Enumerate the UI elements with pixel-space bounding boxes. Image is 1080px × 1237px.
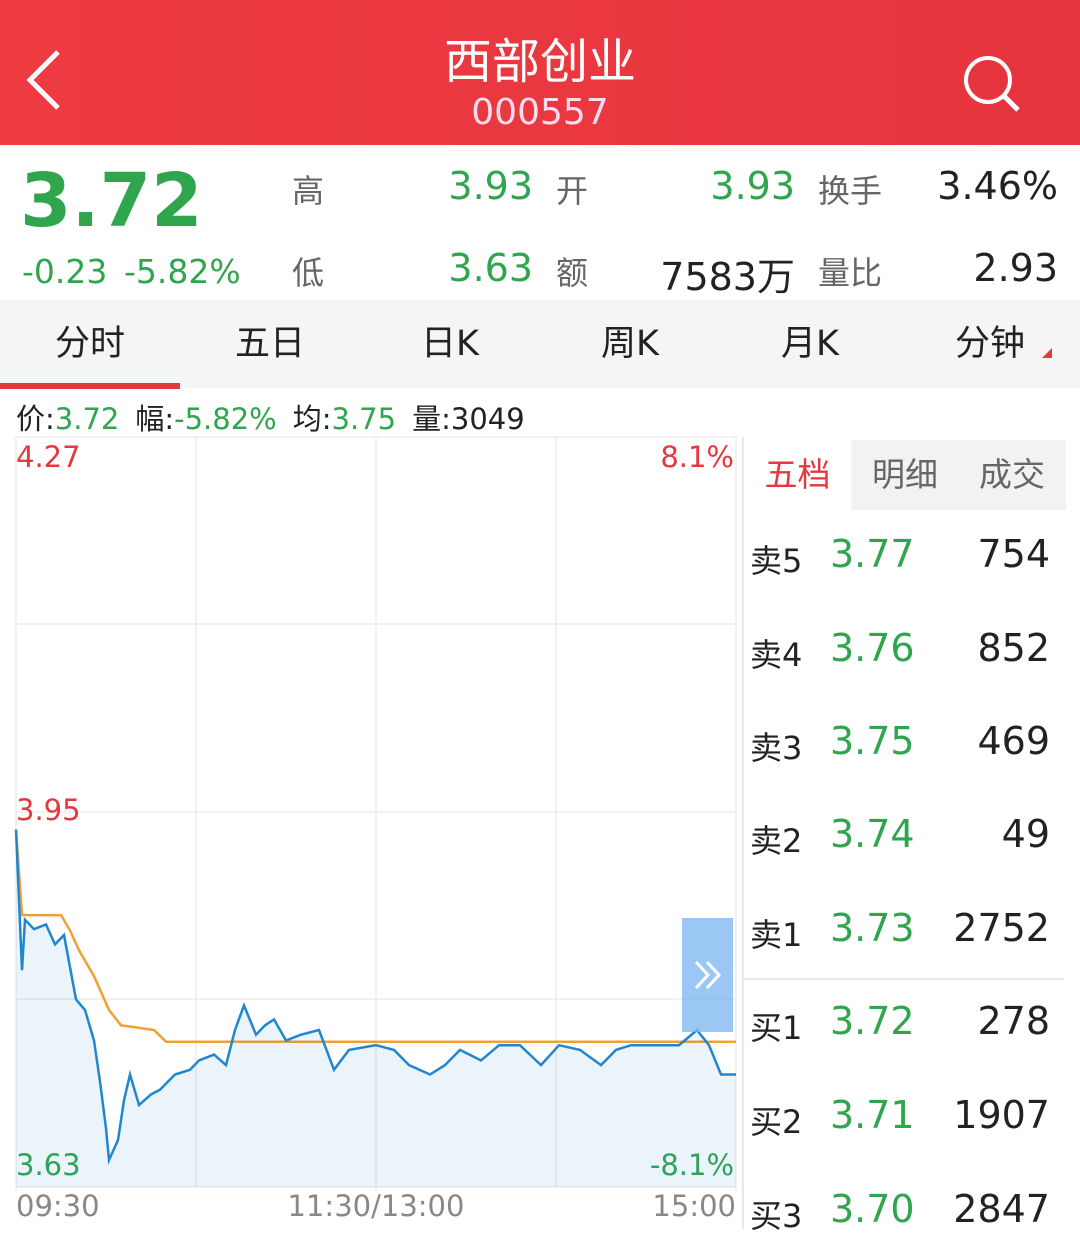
info-bar: 价:3.72 幅:-5.82% 均:3.75 量:3049 [16, 396, 541, 438]
tab[interactable]: 周K [601, 324, 659, 364]
order-price: 3.76 [830, 626, 915, 670]
stat-label: 开 [556, 172, 589, 210]
order-price: 3.73 [830, 906, 915, 950]
info-value: 3.72 [54, 402, 120, 436]
tab-indicator [0, 383, 180, 389]
y2-tick-label: -8.1% [650, 1148, 734, 1182]
info-label: 量: [412, 402, 451, 436]
stat-label: 额 [556, 254, 589, 292]
order-book [742, 437, 1066, 1229]
back-button[interactable] [22, 48, 66, 112]
order-label: 卖4 [750, 636, 803, 674]
order-volume: 278 [977, 999, 1050, 1043]
order-volume: 1907 [953, 1093, 1050, 1137]
order-price: 3.74 [830, 812, 915, 856]
stock-code: 000557 [471, 92, 609, 133]
order-book-tab[interactable]: 明细 [851, 440, 959, 510]
info-value: -5.82% [174, 402, 277, 436]
info-value: 3.75 [331, 402, 397, 436]
tab-bar [0, 300, 1080, 388]
order-label: 买3 [750, 1197, 803, 1235]
last-price: 3.72 [20, 158, 203, 244]
order-label: 买1 [750, 1009, 803, 1047]
info-label: 价: [16, 402, 55, 436]
tab[interactable]: 分钟 [954, 324, 1025, 364]
order-price: 3.77 [830, 532, 915, 576]
tab[interactable]: 五日 [234, 324, 305, 364]
x-tick-label: 09:30 [16, 1189, 100, 1223]
order-volume: 852 [977, 626, 1050, 670]
order-price: 3.75 [830, 719, 915, 763]
order-label: 卖1 [750, 916, 803, 954]
tab[interactable]: 分时 [54, 324, 125, 364]
order-volume: 2847 [953, 1187, 1050, 1231]
stat-label: 高 [292, 172, 325, 210]
order-volume: 754 [977, 532, 1050, 576]
tab[interactable]: 月K [781, 324, 839, 364]
order-label: 买2 [750, 1103, 803, 1141]
order-label: 卖3 [750, 729, 803, 767]
x-tick-label: 11:30/13:00 [288, 1189, 465, 1223]
tab[interactable]: 日K [421, 324, 479, 364]
x-tick-label: 15:00 [652, 1189, 736, 1223]
stat-label: 量比 [818, 254, 883, 292]
header: 西部创业 000557 [0, 0, 1080, 145]
search-button[interactable] [960, 52, 1024, 116]
order-book-tab[interactable]: 五档 [744, 440, 851, 510]
change: -0.23 [22, 252, 108, 291]
price-area [16, 829, 736, 1187]
stock-name: 西部创业 [443, 34, 636, 90]
info-label: 幅: [135, 402, 175, 436]
stat-value: 3.46% [937, 164, 1058, 208]
stat-value: 3.93 [448, 164, 533, 208]
y-tick-label: 3.95 [16, 793, 81, 827]
divider [744, 978, 1064, 980]
y-tick-label: 4.27 [16, 440, 81, 474]
change-pct: -5.82% [124, 252, 241, 291]
info-value: 3049 [450, 402, 525, 436]
expand-button[interactable] [682, 918, 733, 1032]
dropdown-icon [1042, 348, 1052, 358]
info-label: 均: [292, 402, 332, 436]
order-volume: 469 [977, 719, 1050, 763]
order-price: 3.70 [830, 1187, 915, 1231]
stat-label: 换手 [818, 172, 883, 210]
order-label: 卖2 [750, 822, 803, 860]
y-tick-label: 3.63 [16, 1148, 81, 1182]
order-volume: 2752 [953, 906, 1050, 950]
stat-value: 2.93 [973, 246, 1058, 290]
intraday-chart: 4.27 3.95 3.63 8.1% -8.1% 09:30 11:30/13:00 15:… [14, 436, 737, 1223]
stat-value: 7583万 [660, 255, 795, 299]
order-price: 3.72 [830, 999, 915, 1043]
order-book-tab[interactable]: 成交 [958, 440, 1066, 510]
y2-tick-label: 8.1% [660, 440, 734, 474]
order-volume: 49 [1001, 812, 1050, 856]
order-label: 卖5 [750, 542, 803, 580]
stat-value: 3.63 [448, 246, 533, 290]
stat-label: 低 [292, 254, 325, 292]
stat-value: 3.93 [710, 164, 795, 208]
average-line [14, 829, 736, 1043]
price-line [14, 829, 736, 1165]
order-price: 3.71 [830, 1093, 915, 1137]
